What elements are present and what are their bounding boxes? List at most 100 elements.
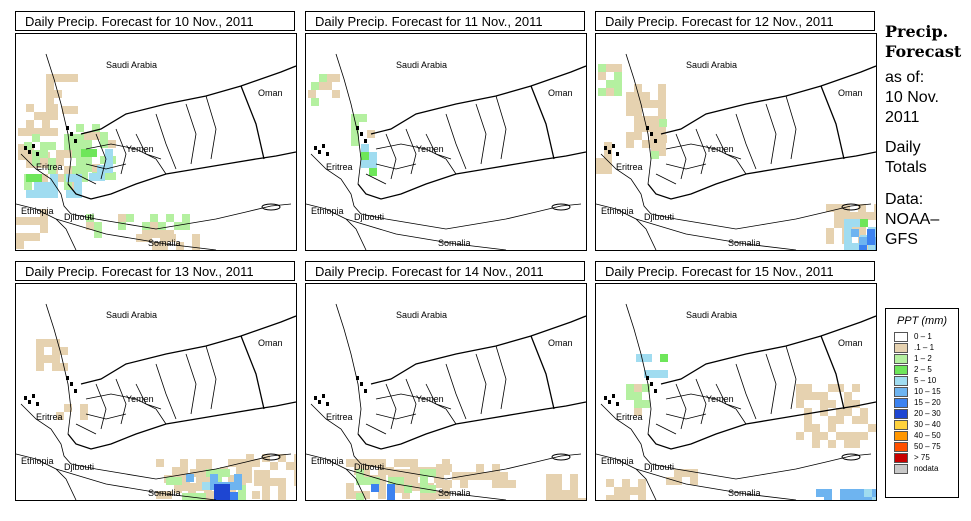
precip-cell [388,477,396,485]
precip-cell [56,174,64,182]
precip-cell [152,242,160,250]
country-label-eritrea: Eritrea [36,412,63,422]
precip-cell [660,370,668,378]
country-label-oman: Oman [258,88,283,98]
country-label-oman: Oman [548,88,573,98]
info-data-line2: NOAA– [885,211,940,228]
precip-cell [622,479,630,487]
precip-cell [89,173,97,181]
precip-cell [40,174,48,182]
precip-cell [359,114,367,122]
precip-cell [361,160,369,168]
precip-cell [796,432,804,440]
precip-cell [364,477,372,485]
precip-cell [420,469,428,477]
precip-cell [244,467,252,475]
coastline [625,53,652,185]
precip-cell [804,408,812,416]
precip-cell [26,152,34,160]
precip-cell [66,174,74,182]
precip-cell [834,204,842,212]
precip-cell [606,495,614,500]
precip-cell [18,144,26,152]
country-label-djibouti: Djibouti [64,462,94,472]
forecast-panel-2: Daily Precip. Forecast for 11 Nov., 2011… [305,11,587,251]
precip-cell [500,472,508,480]
precip-cell [848,489,856,497]
precip-cell [840,497,848,500]
precip-cell [50,190,58,198]
legend-row: 1 – 2 [894,353,958,364]
map-svg: Saudi Arabia Oman Yemen Eritrea Ethiopia Djib… [16,53,296,250]
island [604,396,607,400]
country-label-ethiopia: Ethiopia [21,456,54,466]
island [70,382,73,386]
precip-cell [642,400,650,408]
precip-cell [36,339,44,347]
precip-cell [626,140,634,148]
precip-cell [42,120,50,128]
precip-cell [651,151,659,159]
admin-border [115,128,127,175]
precip-cell [812,440,820,448]
precip-cell [604,166,612,174]
socotra-island [261,453,281,461]
precip-cell [188,483,196,491]
precip-cell [622,495,630,500]
precip-cell [804,416,812,424]
precip-cell [626,92,634,100]
precip-cell [402,475,410,483]
precip-cell [192,242,200,250]
precip-cell [626,384,634,392]
precip-cell [396,485,404,493]
precip-cell [410,459,418,467]
island [326,402,329,406]
precip-cell [54,74,62,82]
precip-cell [46,82,54,90]
precip-cell [74,174,82,182]
legend-swatch [894,419,908,430]
precip-cell [820,400,828,408]
precip-cell [796,384,804,392]
admin-border [75,173,97,185]
precip-cell [24,217,32,225]
precip-cell [852,440,860,448]
precip-cell [64,166,72,174]
legend-label: 15 – 20 [914,398,941,407]
precip-cell [16,217,24,225]
precip-cell [604,158,612,166]
precip-cell [198,493,206,500]
island [28,150,31,154]
boundaries [306,303,586,500]
precip-cell [214,469,222,477]
precip-cell [402,491,410,499]
precip-cell [614,64,622,72]
precip-cell [166,214,174,222]
admin-border [715,383,742,410]
precip-cell [634,400,642,408]
precip-cell [634,124,642,132]
admin-border [785,345,797,410]
precip-cell [864,489,872,497]
forecast-map: Saudi Arabia Oman Yemen Eritrea Ethiopia Djib… [15,283,297,501]
precip-cell [42,112,50,120]
coastline [370,65,586,135]
admin-border [665,163,707,170]
island [360,382,363,386]
admin-border [665,393,747,425]
country-label-somalia: Somalia [438,238,471,248]
precip-cell [252,459,260,467]
precip-cell [34,182,42,190]
precip-cell [660,354,668,362]
precip-cell [64,182,72,190]
precip-cell [412,469,420,477]
island [612,394,615,398]
precip-cell [682,469,690,477]
precip-cell [182,214,190,222]
legend-title: PPT (mm) [896,315,948,327]
precip-cell [554,490,562,498]
precip-cell [24,233,32,241]
precip-cell [824,497,832,500]
coastline [660,65,876,135]
legend-swatch [894,408,908,419]
